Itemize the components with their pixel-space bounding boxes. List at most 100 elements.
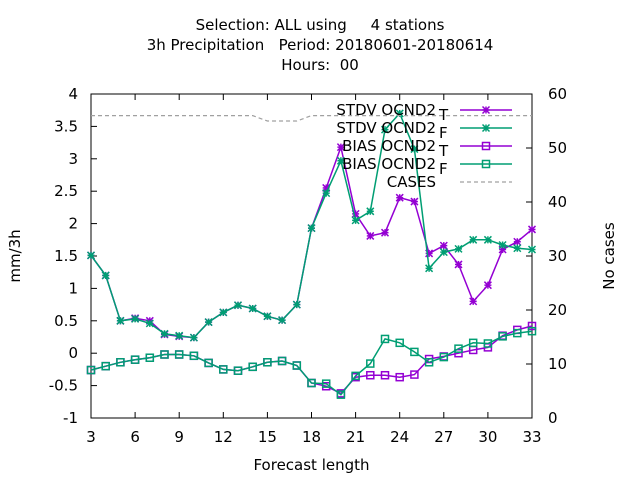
data-point [101, 271, 110, 280]
plot-frame [90, 93, 533, 419]
data-point [513, 328, 522, 338]
data-point [410, 197, 419, 206]
data-point [204, 358, 213, 368]
data-point [131, 314, 140, 323]
data-point [454, 348, 463, 358]
y-tick-label: 3 [68, 150, 78, 168]
data-point [439, 248, 448, 257]
data-point [380, 370, 390, 380]
y-tick-label: 1.5 [54, 247, 78, 265]
y2-tick-label: 30 [548, 247, 567, 265]
data-point [410, 370, 419, 379]
series-4 [86, 326, 537, 399]
y-tick-label: 1 [68, 279, 78, 297]
data-point [336, 143, 345, 152]
data-point [468, 338, 478, 348]
data-point [439, 352, 449, 362]
legend-subscript: T [438, 106, 449, 124]
series-line [91, 115, 532, 122]
data-point [204, 318, 213, 327]
data-point [527, 326, 537, 336]
data-point [366, 370, 375, 380]
data-point [336, 156, 345, 165]
data-point [248, 362, 257, 372]
data-point [321, 379, 331, 388]
y2-tick-label: 50 [548, 139, 567, 157]
legend-item-1: STDV OCND2 T [336, 101, 512, 124]
x-tick-label: 24 [390, 428, 409, 446]
legend-label: STDV OCND2 [336, 119, 436, 137]
y-tick-label: -0.5 [49, 377, 78, 395]
chart-title-line-1: Selection: ALL using 4 stations [195, 16, 445, 34]
data-point [469, 235, 478, 244]
data-point [336, 390, 346, 399]
data-point [454, 260, 463, 269]
y2-axis-label: No cases [600, 222, 618, 290]
data-point [278, 316, 287, 325]
y2-tick-label: 0 [548, 409, 558, 427]
chart-title-line-3: Hours: 00 [281, 56, 359, 74]
data-point [233, 366, 243, 375]
y-tick-label: -1 [63, 409, 78, 427]
data-point [395, 338, 404, 348]
data-point [263, 312, 272, 321]
legend-subscript: F [439, 124, 448, 142]
data-point [410, 145, 419, 154]
data-point [292, 300, 301, 309]
data-point [174, 350, 184, 359]
data-point [527, 245, 537, 254]
data-point [160, 350, 169, 359]
legend-item-5: CASES [387, 173, 512, 191]
data-point [483, 339, 493, 348]
legend-item-2: STDV OCND2 F [336, 119, 512, 142]
data-point [380, 334, 390, 344]
series-line [90, 330, 533, 396]
data-point [366, 359, 375, 368]
data-point [307, 224, 316, 233]
series-2 [86, 109, 537, 342]
legend-subscript: F [439, 160, 448, 178]
data-point [351, 216, 360, 225]
data-point [116, 358, 125, 367]
data-point [277, 356, 287, 366]
data-point [175, 331, 184, 340]
y-tick-label: 2 [68, 215, 78, 233]
series-layer [86, 109, 537, 399]
y-axis-label: mm/3h [6, 229, 24, 282]
data-point [366, 207, 375, 216]
data-point [498, 240, 507, 250]
chart-title-line-2: 3h Precipitation Period: 20180601-201806… [146, 36, 494, 54]
data-point [86, 365, 96, 375]
data-point [189, 333, 198, 342]
data-point [454, 344, 463, 353]
data-point [469, 297, 478, 306]
data-point [483, 281, 492, 290]
legend-item-4: BIAS OCND2 F [342, 155, 512, 178]
x-tick-label: 6 [130, 428, 140, 446]
data-point [454, 244, 463, 253]
legend-marker [481, 141, 491, 151]
series-5 [91, 115, 532, 122]
y-tick-label: 2.5 [54, 182, 78, 200]
data-point [263, 358, 272, 367]
y2-tick-label: 60 [548, 85, 567, 103]
x-tick-label: 15 [258, 428, 277, 446]
y-tick-label: 0.5 [54, 312, 78, 330]
legend-label: BIAS OCND2 [342, 155, 436, 173]
y2-tick-label: 20 [548, 301, 567, 319]
y-tick-label: 4 [68, 85, 78, 103]
data-point [483, 235, 492, 244]
legend-label: STDV OCND2 [336, 101, 436, 119]
data-point [498, 332, 507, 341]
legend-label: CASES [387, 173, 436, 191]
x-tick-label: 18 [302, 428, 321, 446]
data-point [439, 241, 448, 250]
legend-marker [481, 105, 491, 115]
data-point [292, 361, 302, 370]
y-tick-label: 0 [68, 344, 78, 362]
data-point [145, 319, 154, 328]
legend-marker [481, 159, 491, 169]
series-line [90, 144, 533, 339]
